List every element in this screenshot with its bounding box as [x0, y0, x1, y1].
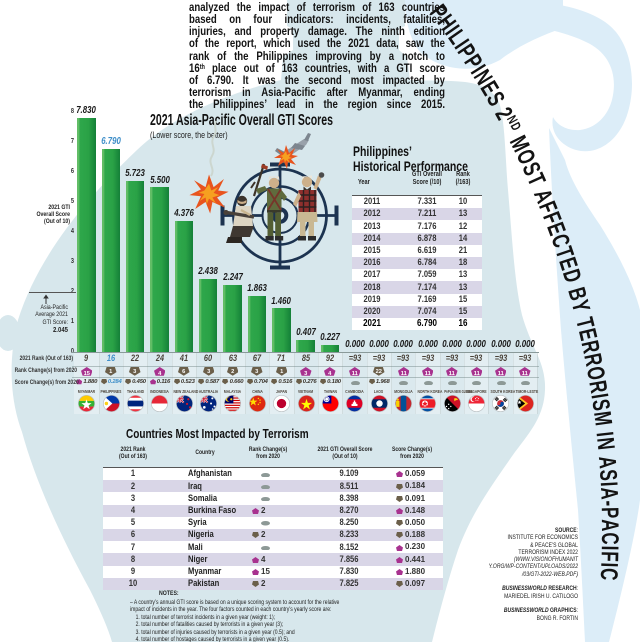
svg-text:R: R	[583, 379, 611, 396]
svg-text:22: 22	[376, 369, 382, 375]
svg-text:4: 4	[158, 371, 162, 376]
svg-text:-: -	[596, 500, 623, 507]
svg-text:6: 6	[182, 369, 185, 375]
svg-text:1: 1	[280, 369, 283, 375]
svg-text:11: 11	[400, 371, 406, 376]
svg-text:S: S	[586, 397, 614, 412]
svg-text:3: 3	[134, 369, 137, 375]
svg-text:F: F	[596, 551, 623, 562]
svg-text:11: 11	[522, 371, 528, 376]
svg-text:A: A	[596, 519, 623, 532]
svg-text:4: 4	[329, 371, 333, 376]
svg-text:A: A	[595, 487, 622, 501]
svg-text:R: R	[576, 338, 605, 356]
svg-text:I: I	[591, 430, 618, 438]
svg-text:11: 11	[425, 371, 431, 376]
svg-text:3: 3	[207, 369, 210, 375]
svg-text:M: M	[588, 410, 616, 428]
svg-text:R: R	[578, 351, 607, 368]
svg-text:P: P	[596, 507, 623, 519]
svg-text:11: 11	[473, 371, 479, 376]
svg-text:2: 2	[231, 369, 234, 375]
svg-text:11: 11	[498, 371, 504, 376]
svg-text:S: S	[594, 469, 621, 482]
svg-text:I: I	[595, 562, 622, 568]
svg-text:I: I	[596, 545, 623, 550]
svg-text:O: O	[581, 364, 610, 382]
svg-text:11: 11	[449, 371, 455, 376]
svg-text:N: N	[591, 436, 619, 451]
svg-text:C: C	[596, 532, 623, 544]
svg-text:A: A	[593, 455, 621, 469]
svg-text:I: I	[595, 481, 622, 487]
svg-text:11: 11	[351, 371, 357, 376]
svg-text:1: 1	[109, 369, 112, 375]
svg-text:C: C	[595, 568, 622, 581]
svg-text:3: 3	[255, 369, 258, 375]
svg-text:I: I	[586, 392, 613, 401]
svg-text:3: 3	[304, 371, 307, 376]
svg-text:15: 15	[83, 371, 89, 376]
